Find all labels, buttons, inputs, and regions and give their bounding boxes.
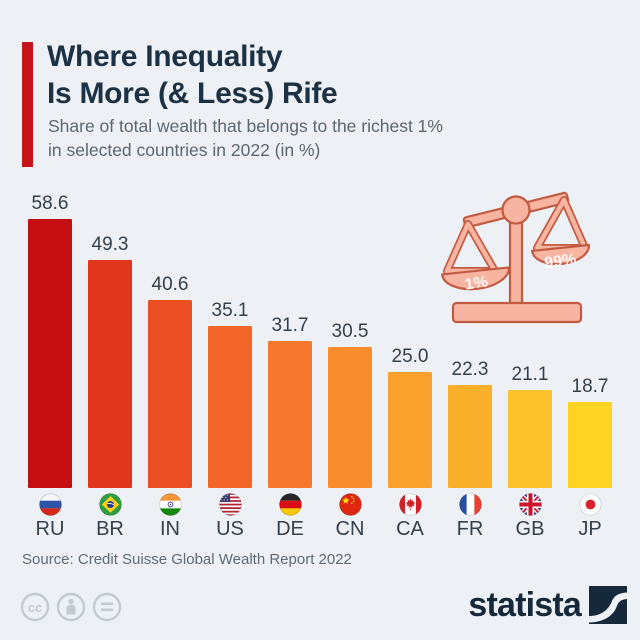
value-label-in: 40.6 bbox=[151, 274, 189, 295]
bar-gb bbox=[508, 390, 552, 488]
title-line-1: Where Inequality bbox=[47, 40, 283, 73]
statista-wordmark: statista bbox=[468, 586, 581, 624]
svg-text:cc: cc bbox=[28, 600, 42, 615]
subtitle-line-1: Share of total wealth that belongs to th… bbox=[48, 116, 443, 136]
bar-ca bbox=[388, 372, 432, 488]
bar-column-gb: 21.1 GB bbox=[508, 193, 552, 541]
value-label-de: 31.7 bbox=[271, 315, 309, 336]
bar-de bbox=[268, 341, 312, 488]
value-label-fr: 22.3 bbox=[451, 359, 489, 380]
bar-stack: 30.5 bbox=[328, 193, 372, 488]
flag-ru-icon bbox=[38, 493, 62, 516]
bar-column-in: 40.6 IN bbox=[148, 193, 192, 541]
flag-gb-icon bbox=[518, 493, 542, 516]
flag-us-icon bbox=[218, 493, 242, 516]
bar-ru bbox=[28, 219, 72, 488]
bar-stack: 25.0 bbox=[388, 193, 432, 488]
flag-cn-icon bbox=[338, 493, 362, 516]
value-label-cn: 30.5 bbox=[331, 321, 369, 342]
flag-fr-icon bbox=[458, 493, 482, 516]
flag-de-icon bbox=[278, 493, 302, 516]
flag-br-icon bbox=[98, 493, 122, 516]
value-label-br: 49.3 bbox=[91, 234, 129, 255]
scale-left-pan bbox=[440, 266, 510, 291]
flag-jp-icon bbox=[578, 493, 602, 516]
bar-stack: 18.7 bbox=[568, 193, 612, 488]
country-code-cn: CN bbox=[335, 518, 365, 540]
scale-right-pan bbox=[530, 243, 590, 266]
bar-column-ru: 58.6 RU bbox=[28, 193, 72, 541]
bar-in bbox=[148, 300, 192, 488]
title-accent-bar bbox=[22, 42, 33, 167]
chart-subtitle: Share of total wealth that belongs to th… bbox=[48, 114, 443, 162]
source-text: Source: Credit Suisse Global Wealth Repo… bbox=[22, 551, 352, 568]
cc-license-icons: cc bbox=[20, 592, 122, 622]
country-code-ca: CA bbox=[396, 518, 424, 540]
bar-stack: 31.7 bbox=[268, 193, 312, 488]
country-code-gb: GB bbox=[515, 518, 545, 540]
bar-stack: 49.3 bbox=[88, 193, 132, 488]
bar-stack: 21.1 bbox=[508, 193, 552, 488]
country-code-us: US bbox=[216, 518, 244, 540]
title-line-2: Is More (& Less) Rife bbox=[47, 77, 338, 110]
scale-base bbox=[451, 301, 583, 324]
balance-scale-illustration: 1% 99% bbox=[437, 190, 632, 347]
bar-column-fr: 22.3 FR bbox=[448, 193, 492, 541]
statista-logo-mark bbox=[589, 586, 627, 624]
country-code-ru: RU bbox=[35, 518, 65, 540]
bar-stack: 22.3 bbox=[448, 193, 492, 488]
country-code-fr: FR bbox=[456, 518, 484, 540]
bar-cn bbox=[328, 347, 372, 488]
bar-column-ca: 25.0 CA bbox=[388, 193, 432, 541]
attribution-icon bbox=[56, 592, 86, 622]
flag-in-icon bbox=[158, 493, 182, 516]
bar-fr bbox=[448, 385, 492, 488]
value-label-jp: 18.7 bbox=[571, 376, 609, 397]
scale-pivot-knob bbox=[501, 195, 531, 225]
value-label-ru: 58.6 bbox=[31, 193, 69, 214]
bar-jp bbox=[568, 402, 612, 488]
bar-stack: 35.1 bbox=[208, 193, 252, 488]
value-label-gb: 21.1 bbox=[511, 364, 549, 385]
subtitle-line-2: in selected countries in 2022 (in %) bbox=[48, 140, 321, 160]
country-code-in: IN bbox=[160, 518, 180, 540]
equal-icon bbox=[92, 592, 122, 622]
bar-column-us: 35.1 US bbox=[208, 193, 252, 541]
bar-column-cn: 30.5 CN bbox=[328, 193, 372, 541]
bar-column-de: 31.7 DE bbox=[268, 193, 312, 541]
one-percent-label: 1% bbox=[464, 274, 489, 294]
statista-logo: statista bbox=[468, 586, 627, 624]
country-code-jp: JP bbox=[578, 518, 602, 540]
bar-br bbox=[88, 260, 132, 488]
value-label-ca: 25.0 bbox=[391, 346, 429, 367]
country-code-br: BR bbox=[96, 518, 124, 540]
country-code-de: DE bbox=[276, 518, 304, 540]
bar-column-br: 49.3 BR bbox=[88, 193, 132, 541]
bar-column-jp: 18.7 JP bbox=[568, 193, 612, 541]
balance-scale-graphic: 1% 99% bbox=[440, 191, 590, 324]
cc-icon: cc bbox=[20, 592, 50, 622]
flag-ca-icon bbox=[398, 493, 422, 516]
ninetynine-percent-label: 99% bbox=[543, 251, 577, 272]
bar-chart: 58.6 RU 49.3 BR 40.6 IN 35.1 US 31.7 DE 30.5 CN 25.0… bbox=[28, 193, 612, 541]
page-title: Where Inequality Is More (& Less) Rife bbox=[47, 38, 338, 112]
bar-us bbox=[208, 326, 252, 488]
value-label-us: 35.1 bbox=[211, 300, 249, 321]
scale-pillar bbox=[508, 210, 524, 316]
bar-stack: 58.6 bbox=[28, 193, 72, 488]
bar-stack: 40.6 bbox=[148, 193, 192, 488]
